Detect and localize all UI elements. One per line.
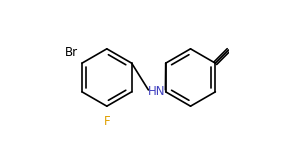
Text: Br: Br — [65, 46, 78, 59]
Text: HN: HN — [148, 85, 165, 98]
Text: F: F — [104, 115, 110, 128]
